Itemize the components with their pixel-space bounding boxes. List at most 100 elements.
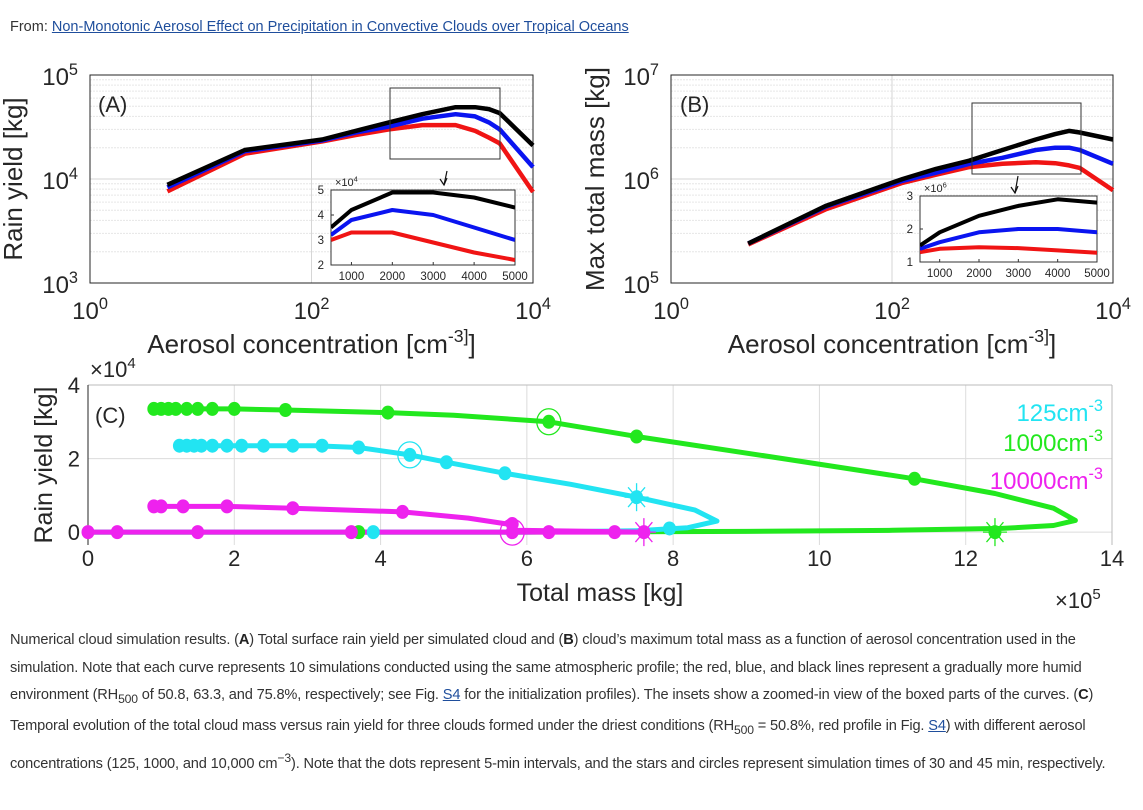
series-line-black: [166, 104, 535, 187]
zoom-selection-box: [971, 102, 1082, 175]
inset-series-line-red: [331, 230, 515, 262]
x-axis-label: Aerosol concentration [cm-3]]: [728, 326, 1056, 359]
x-tick-label: 104: [515, 295, 551, 325]
time-dot-cyan: [257, 438, 271, 453]
time-dot-cyan: [286, 438, 300, 453]
panel-label: (B): [680, 92, 709, 117]
time-dot-magenta: [110, 525, 124, 540]
x-tick-label: 6: [521, 546, 533, 571]
time-dot-magenta: [220, 499, 234, 514]
y-axis-label: Max total mass [kg]: [580, 67, 610, 291]
y-multiplier: ×104: [90, 355, 136, 382]
time-dot-magenta: [176, 499, 190, 514]
inset-series-line-black: [920, 197, 1097, 248]
star-center: [630, 490, 644, 505]
time-dot-green: [278, 403, 292, 418]
time-dot-magenta: [344, 525, 358, 540]
x-tick-label: 8: [667, 546, 679, 571]
time-dot-green: [180, 401, 194, 416]
y-tick-label: 106: [623, 165, 659, 195]
time-dot-magenta: [191, 525, 205, 540]
inset-series-line-blue: [920, 227, 1097, 251]
article-link[interactable]: Non-Monotonic Aerosol Effect on Precipit…: [51, 19, 629, 35]
time-dot-magenta: [81, 525, 95, 540]
caption-superscript: −3: [277, 750, 291, 765]
inset-x-tick-label: 5000: [1084, 268, 1110, 280]
caption-text: Numerical cloud simulation results. (: [10, 632, 239, 648]
time-dot-cyan: [498, 466, 512, 481]
figure-caption: Numerical cloud simulation results. (A) …: [10, 627, 1138, 778]
inset-x-tick-label: 3000: [420, 271, 446, 283]
x-tick-label: 12: [953, 546, 977, 571]
y-tick-label: 2: [68, 447, 80, 472]
legend-entry-green: 1000cm-3: [1003, 427, 1103, 457]
caption-text: ) with different aerosol concentrations …: [10, 718, 1086, 772]
circle-marker-center-green: [542, 414, 556, 429]
inset-x-tick-label: 3000: [1006, 268, 1032, 280]
time-dot-cyan: [205, 438, 219, 453]
inset-x-tick-label: 1000: [927, 268, 953, 280]
time-dot-magenta: [608, 525, 622, 540]
x-tick-label: 4: [374, 546, 386, 571]
x-tick-label: 100: [653, 295, 689, 325]
caption-text: ) cloud’s maximum total mass as a functi…: [10, 632, 1082, 703]
zoom-selection-box: [389, 87, 501, 160]
y-tick-label: 0: [68, 520, 80, 545]
circle-marker-45min-cyan: [397, 441, 423, 469]
time-dot-magenta: [154, 499, 168, 514]
caption-figure-link[interactable]: S4: [928, 718, 946, 735]
caption-subscript: 500: [118, 691, 138, 706]
source-header: From: Non-Monotonic Aerosol Effect on Pr…: [10, 19, 629, 35]
y-tick-label: 104: [42, 165, 78, 195]
circle-marker-center-cyan: [403, 447, 417, 462]
inset-y-tick-label: 4: [318, 210, 325, 222]
inset-series-line-black: [331, 190, 515, 230]
plot-frame: [89, 74, 534, 284]
y-tick-label: 105: [42, 61, 78, 91]
y-axis-label: Rain yield [kg]: [30, 386, 58, 543]
time-dot-green: [205, 401, 219, 416]
x-tick-label: 102: [294, 295, 330, 325]
inset-multiplier: ×104: [335, 174, 358, 189]
series-line-magenta: [88, 503, 647, 535]
caption-panel-ref: C: [1078, 687, 1089, 703]
time-dot-magenta: [286, 501, 300, 516]
x-axis-label: Aerosol concentration [cm-3]]: [147, 326, 475, 359]
inset-x-tick-label: 4000: [1045, 268, 1071, 280]
caption-panel-ref: A: [238, 632, 250, 648]
time-dot-cyan: [194, 438, 208, 453]
legend-entry-cyan: 125cm-3: [1016, 397, 1103, 427]
zoom-arrow: [1014, 175, 1019, 194]
panel-label: (C): [95, 403, 126, 428]
star-marker-30min-magenta: [631, 518, 656, 547]
caption-text: ) Total surface rain yield per simulated…: [249, 632, 564, 648]
x-tick-label: 0: [82, 546, 94, 571]
star-marker-30min-green: [982, 518, 1007, 547]
caption-text: ). Note that the dots represent 5-min in…: [290, 755, 1106, 772]
legend-entry-magenta: 10000cm-3: [990, 465, 1103, 495]
star-center: [988, 525, 1002, 540]
time-dot-cyan: [662, 521, 676, 536]
x-axis-label: Total mass [kg]: [517, 579, 684, 607]
inset-y-tick-label: 2: [907, 224, 913, 236]
time-dot-green: [169, 401, 183, 416]
x-tick-label: 104: [1095, 295, 1131, 325]
x-tick-label: 102: [874, 295, 910, 325]
inset-y-tick-label: 1: [907, 257, 913, 269]
time-dot-green: [381, 405, 395, 420]
inset-y-tick-label: 2: [318, 260, 324, 272]
circle-marker-45min-magenta: [499, 518, 525, 546]
y-axis-label: Rain yield [kg]: [0, 97, 28, 260]
circle-marker-45min-green: [536, 408, 562, 436]
caption-figure-link[interactable]: S4: [442, 687, 461, 703]
caption-text: ) Temporal evolution of the total cloud …: [10, 687, 1094, 735]
time-dot-cyan: [439, 455, 453, 470]
y-tick-label: 105: [623, 269, 659, 299]
inset-x-tick-label: 1000: [339, 271, 365, 283]
x-tick-label: 14: [1100, 546, 1124, 571]
time-dot-green: [908, 471, 922, 486]
time-dot-cyan: [352, 440, 366, 455]
inset-x-tick-label: 2000: [966, 268, 992, 280]
series-line-black: [747, 128, 1114, 246]
